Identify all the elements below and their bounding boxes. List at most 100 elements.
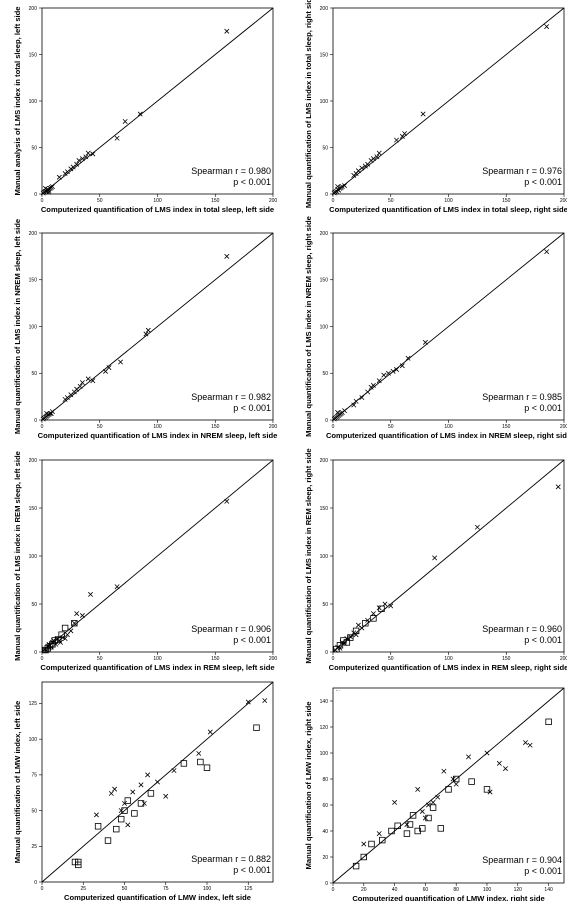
data-point-square <box>51 637 58 644</box>
reference-line <box>332 459 565 653</box>
data-point-cross <box>49 184 55 190</box>
data-point-cross <box>527 742 533 748</box>
data-point-square <box>197 758 204 766</box>
x-tick-label: 0 <box>332 424 335 430</box>
data-point-cross <box>355 622 361 628</box>
y-tick-label: 0 <box>325 881 328 887</box>
x-tick-label: 40 <box>392 887 398 893</box>
x-tick-label: 150 <box>502 198 511 204</box>
y-tick-label: 200 <box>29 6 38 12</box>
y-tick-label: 100 <box>29 324 38 330</box>
y-axis-title: Manual quantification of LMS index in RE… <box>13 451 22 661</box>
data-point-cross <box>365 389 371 395</box>
spearman-r-label: Spearman r = 0.906 <box>191 624 271 634</box>
data-point-cross <box>79 613 85 619</box>
data-point-cross <box>361 841 367 847</box>
x-tick-label: 100 <box>153 656 162 662</box>
data-point-square <box>343 639 351 646</box>
data-point-cross <box>432 555 438 561</box>
p-value-label: p < 0.001 <box>524 403 562 413</box>
x-axis-title: Computerized quantification of LMW index… <box>64 893 251 901</box>
x-tick-label: 100 <box>444 424 453 430</box>
data-point-cross <box>224 498 230 504</box>
data-point-cross <box>74 386 80 392</box>
data-point-square <box>368 840 375 848</box>
x-axis-title: Computerized quantification of LMS index… <box>326 431 567 440</box>
x-tick-label: 200 <box>269 656 278 662</box>
x-tick-label: 140 <box>544 887 553 893</box>
data-point-cross <box>484 750 490 756</box>
y-tick-label: 200 <box>320 231 329 237</box>
x-tick-label: 50 <box>97 656 103 662</box>
x-axis-title: Computerized quantification of LMW index… <box>352 894 544 901</box>
data-point-cross <box>90 378 96 384</box>
y-tick-label: 140 <box>320 699 329 705</box>
y-tick-label: 0 <box>325 418 328 424</box>
x-tick-label: 100 <box>444 656 453 662</box>
data-point-cross <box>523 740 528 746</box>
y-tick-label: 50 <box>322 602 328 608</box>
y-axis-title: Manual quantification of LMS index in NR… <box>304 216 313 437</box>
spearman-r-label: Spearman r = 0.980 <box>191 166 271 176</box>
data-point-cross <box>49 409 55 415</box>
x-tick-label: 120 <box>514 887 523 893</box>
x-axis-title: Computerized quantification of LMS index… <box>38 431 278 440</box>
y-tick-label: 200 <box>29 458 38 464</box>
data-point-square <box>61 624 69 632</box>
data-point-cross <box>353 632 359 638</box>
data-point-cross <box>555 484 561 490</box>
data-point-square <box>253 724 260 731</box>
data-point-cross <box>114 135 120 141</box>
data-point-cross <box>130 789 136 795</box>
data-point-cross <box>474 524 480 530</box>
p-value-label: p < 0.001 <box>233 635 271 645</box>
reference-line <box>332 232 565 421</box>
data-point-square <box>113 825 120 833</box>
y-tick-label: 150 <box>320 506 329 512</box>
scatter-panel-5: 0 50 100 150 200 0 50 100 150 200 Spearman r = 0.9… <box>13 451 277 672</box>
data-point-square <box>124 797 131 804</box>
y-tick-label: 150 <box>29 52 38 58</box>
y-axis-title: Manual quantification of LMW index, left… <box>13 701 22 863</box>
data-point-cross <box>370 382 376 388</box>
data-point-cross <box>245 699 251 705</box>
data-point-square <box>360 853 367 861</box>
data-point-cross <box>376 150 382 156</box>
data-point-square <box>118 815 125 823</box>
data-point-square <box>403 830 411 837</box>
data-point-cross <box>420 111 426 117</box>
p-value-label: p < 0.001 <box>233 403 271 413</box>
data-point-cross <box>376 831 382 837</box>
data-point-cross <box>163 793 169 799</box>
data-point-cross <box>88 591 93 597</box>
x-tick-label: 50 <box>388 424 394 430</box>
y-tick-label: 50 <box>31 602 37 608</box>
data-point-cross <box>76 158 82 164</box>
y-tick-label: 50 <box>322 145 328 151</box>
stray-mark: - · <box>336 688 341 694</box>
data-point-cross <box>376 378 382 384</box>
data-point-cross <box>171 768 177 774</box>
y-tick-label: 50 <box>31 371 37 377</box>
y-tick-label: 0 <box>325 192 328 198</box>
y-axis-title: Manual analysis of LMS index in total sl… <box>13 6 22 195</box>
y-tick-label: 200 <box>29 231 38 237</box>
x-tick-label: 150 <box>502 656 511 662</box>
scatter-panel-2: 0 50 100 150 200 0 50 100 150 200 Spearman r = 0.9… <box>304 0 567 214</box>
data-point-cross <box>544 249 550 255</box>
plot-frame <box>332 687 565 884</box>
x-tick-label: 100 <box>444 198 453 204</box>
y-tick-label: 80 <box>322 777 328 783</box>
data-point-square <box>370 615 377 622</box>
data-point-square <box>58 631 65 638</box>
data-point-cross <box>79 156 85 162</box>
data-point-cross <box>342 183 348 189</box>
x-tick-label: 50 <box>122 886 128 892</box>
data-point-cross <box>118 808 124 814</box>
data-point-cross <box>62 636 68 642</box>
y-tick-label: 75 <box>31 773 37 779</box>
data-point-cross <box>381 372 387 378</box>
data-point-square <box>445 786 452 793</box>
x-tick-label: 200 <box>560 198 567 204</box>
p-value-label: p < 0.001 <box>233 177 271 187</box>
